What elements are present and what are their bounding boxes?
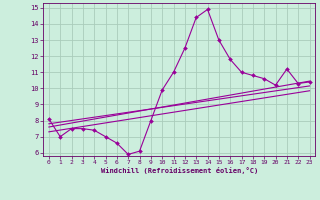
X-axis label: Windchill (Refroidissement éolien,°C): Windchill (Refroidissement éolien,°C): [100, 167, 258, 174]
